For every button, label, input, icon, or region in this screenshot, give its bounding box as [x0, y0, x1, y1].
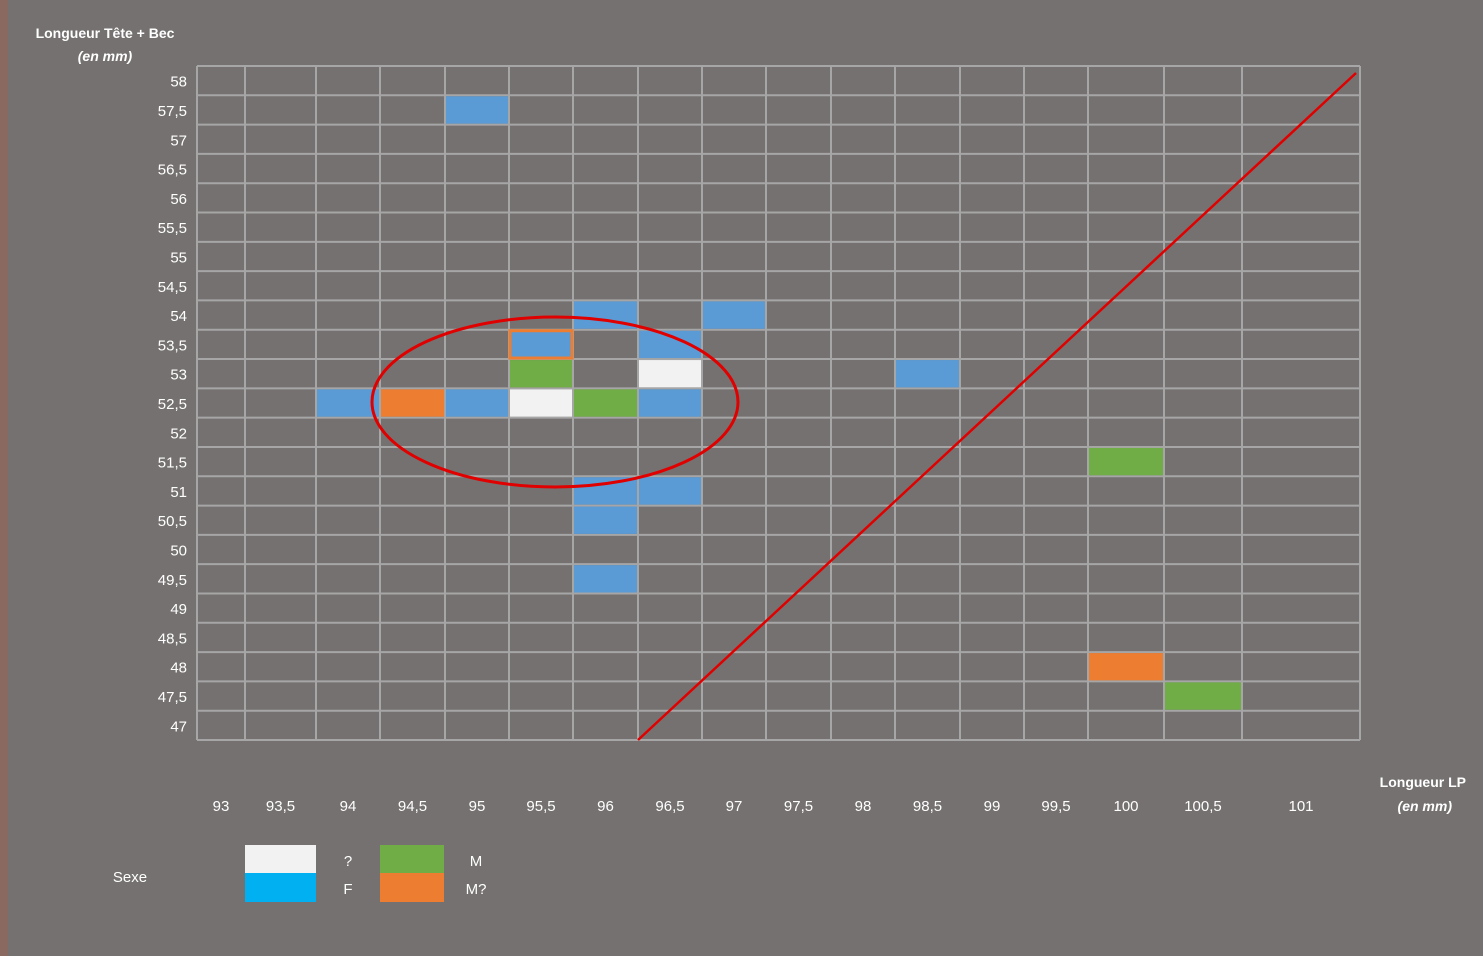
y-unit: (en mm) — [78, 48, 133, 64]
cell — [446, 389, 508, 417]
y-tick-label: 47,5 — [158, 689, 187, 706]
y-tick-label: 48,5 — [158, 630, 187, 647]
grid — [196, 65, 1361, 741]
y-tick-label: 58 — [170, 74, 187, 91]
cell — [574, 389, 637, 417]
x-tick-label: 101 — [1288, 798, 1313, 815]
cell — [1089, 447, 1163, 476]
cell — [574, 506, 637, 534]
y-tick-label: 48 — [170, 660, 187, 677]
y-tick-label: 56,5 — [158, 162, 187, 179]
legend-swatch — [245, 873, 316, 902]
y-tick-label: 55 — [170, 249, 187, 266]
y-tick-label: 51,5 — [158, 455, 187, 472]
x-tick-label: 93 — [213, 798, 230, 815]
y-tick-label: 50,5 — [158, 513, 187, 530]
cell — [510, 360, 572, 388]
y-tick-label: 53,5 — [158, 337, 187, 354]
y-tick-label: 53 — [170, 367, 187, 384]
legend-swatch — [380, 845, 444, 874]
legend-label: M? — [466, 881, 487, 898]
cell — [896, 360, 959, 388]
legend-label: F — [343, 881, 352, 898]
cell — [446, 96, 508, 124]
cell — [639, 360, 701, 388]
y-tick-label: 57 — [170, 132, 187, 149]
cell — [574, 477, 637, 505]
photo-edge — [0, 0, 8, 956]
y-title: Longueur Tête + Bec — [36, 25, 175, 41]
y-tick-label: 57,5 — [158, 103, 187, 120]
x-tick-label: 97 — [726, 798, 743, 815]
x-title: Longueur LP — [1380, 774, 1466, 790]
x-tick-label: 95 — [469, 798, 486, 815]
legend-swatch — [245, 845, 316, 874]
cell — [510, 389, 572, 417]
highlight-box — [508, 329, 574, 360]
x-tick-label: 96,5 — [655, 798, 684, 815]
circle-annotation — [370, 315, 740, 489]
diagonal-line — [637, 72, 1357, 741]
y-tick-label: 56 — [170, 191, 187, 208]
x-tick-label: 97,5 — [784, 798, 813, 815]
x-tick-label: 100,5 — [1184, 798, 1222, 815]
x-tick-label: 100 — [1113, 798, 1138, 815]
y-tick-label: 49 — [170, 601, 187, 618]
cell — [639, 477, 701, 505]
y-tick-label: 54,5 — [158, 279, 187, 296]
y-tick-label: 51 — [170, 484, 187, 501]
cell — [510, 330, 572, 359]
cell — [317, 389, 379, 417]
x-tick-label: 95,5 — [526, 798, 555, 815]
cell — [1165, 682, 1241, 710]
cell — [703, 301, 765, 329]
x-tick-label: 99,5 — [1041, 798, 1070, 815]
x-tick-label: 96 — [597, 798, 614, 815]
x-tick-label: 94,5 — [398, 798, 427, 815]
legend-label: ? — [344, 853, 352, 870]
y-tick-label: 55,5 — [158, 220, 187, 237]
legend-swatch — [380, 873, 444, 902]
y-tick-label: 47 — [170, 718, 187, 735]
x-tick-label: 94 — [340, 798, 357, 815]
cells — [317, 96, 1241, 710]
cell — [1089, 653, 1163, 681]
legend-title: Sexe — [113, 869, 147, 886]
x-unit: (en mm) — [1398, 798, 1453, 814]
y-tick-label: 49,5 — [158, 572, 187, 589]
x-tick-label: 98 — [855, 798, 872, 815]
y-tick-label: 50 — [170, 543, 187, 560]
y-tick-label: 52 — [170, 425, 187, 442]
cell — [574, 565, 637, 593]
legend-label: M — [470, 853, 483, 870]
y-tick-label: 52,5 — [158, 396, 187, 413]
cell — [381, 389, 444, 417]
cell — [639, 389, 701, 417]
y-tick-label: 54 — [170, 308, 187, 325]
x-tick-label: 98,5 — [913, 798, 942, 815]
x-tick-label: 99 — [984, 798, 1001, 815]
x-tick-label: 93,5 — [266, 798, 295, 815]
